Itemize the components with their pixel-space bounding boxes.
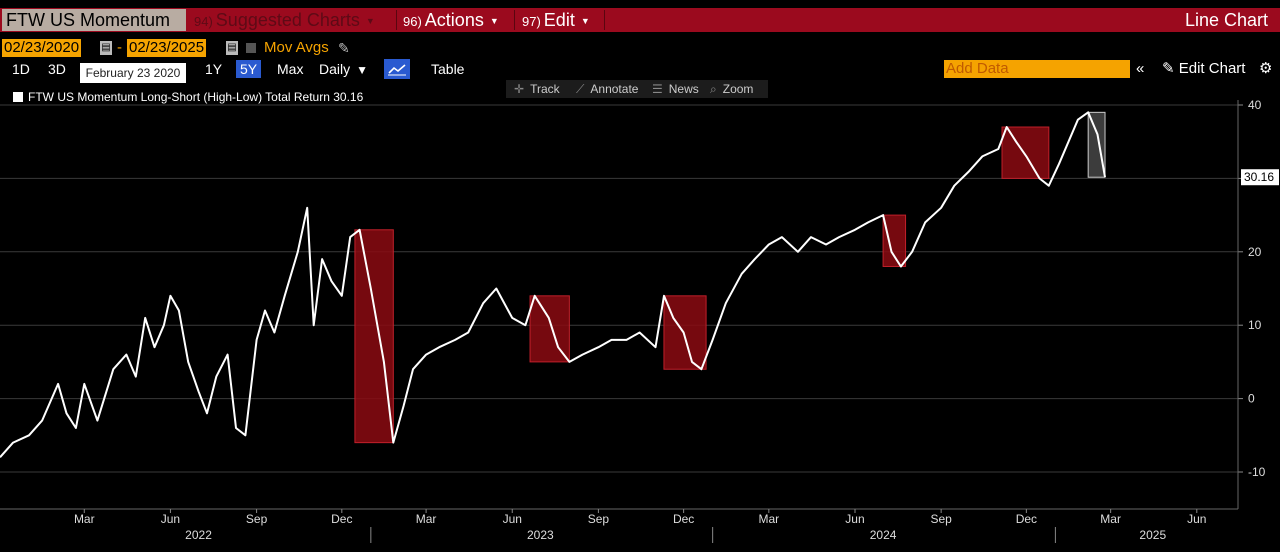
chevron-down-icon: ▼ [489, 16, 499, 26]
collapse-icon[interactable]: « [1136, 60, 1145, 77]
security-title[interactable]: FTW US Momentum [2, 9, 186, 31]
start-date-input[interactable]: 02/23/2020 [2, 39, 82, 57]
legend-swatch [13, 92, 23, 102]
track-tool[interactable]: ✛ Track [514, 80, 560, 98]
news-icon: ☰ [652, 82, 663, 96]
edit-number: 97) [522, 14, 541, 29]
edit-chart-button[interactable]: ✎ Edit Chart [1162, 59, 1245, 79]
period-max-button[interactable]: Max [277, 61, 304, 77]
x-tick-label: Mar [758, 512, 779, 526]
highlight-box [1087, 111, 1106, 178]
series-line [0, 111, 1106, 458]
x-tick-label: Mar [416, 512, 437, 526]
highlight-box [529, 295, 570, 363]
suggested-charts-label: Suggested Charts [215, 10, 360, 30]
highlight-box [1001, 126, 1050, 179]
gear-icon[interactable]: ⚙ [1259, 60, 1273, 77]
date-range-row: 02/23/2020 ▤ - 02/23/2025 ▤ Mov Avgs ✎ [0, 39, 1280, 57]
edit-chart-label: Edit Chart [1178, 60, 1246, 77]
edit-label: Edit [543, 10, 575, 30]
x-tick-label: Jun [503, 512, 522, 526]
year-label: 2025 [1139, 528, 1166, 542]
x-tick-label: Jun [845, 512, 864, 526]
x-tick-label: Mar [74, 512, 95, 526]
highlight-box [354, 229, 394, 444]
highlight-box [663, 295, 707, 370]
mov-avgs-checkbox[interactable] [246, 43, 256, 53]
track-label: Track [530, 82, 560, 96]
calendar-icon[interactable]: ▤ [100, 41, 112, 55]
x-tick-label: Mar [1100, 512, 1121, 526]
pencil-icon: ✎ [1162, 60, 1175, 77]
x-tick-label: Jun [1187, 512, 1206, 526]
chevron-down-icon: ▼ [356, 63, 369, 77]
period-5y-button[interactable]: 5Y [236, 60, 262, 78]
search-icon: ⌕ [710, 82, 717, 96]
frequency-label: Daily [319, 61, 351, 77]
annotate-tool[interactable]: ⟋ Annotate [576, 80, 638, 98]
chevron-down-icon: ▼ [580, 16, 590, 26]
menu-divider [396, 10, 397, 30]
chevron-down-icon: ▼ [365, 16, 375, 26]
menu-divider [604, 10, 605, 30]
y-tick-label: -10 [1248, 465, 1266, 479]
edit-menu[interactable]: 97) Edit ▼ [522, 9, 590, 31]
line-chart[interactable]: -1001020304030.16MarJunSepDecMarJunSepDe… [0, 100, 1280, 552]
x-tick-label: Dec [331, 512, 352, 526]
menu-divider [514, 10, 515, 30]
x-tick-label: Sep [246, 512, 268, 526]
chart-type-label: Line Chart [1184, 10, 1268, 30]
x-tick-label: Sep [930, 512, 952, 526]
add-data-input[interactable]: Add Data [944, 60, 1130, 78]
actions-menu[interactable]: 96) Actions ▼ [403, 9, 499, 31]
news-label: News [668, 82, 699, 96]
x-tick-label: Dec [1016, 512, 1037, 526]
highlight-box [882, 214, 907, 267]
table-button[interactable]: Table [431, 61, 465, 77]
x-tick-label: Dec [673, 512, 694, 526]
y-tick-label: 40 [1248, 100, 1262, 112]
date-separator: - [117, 39, 122, 56]
period-row: 1D 3D 1Y 5Y Max Daily ▼ Table Add Data « … [0, 59, 1280, 79]
pencil-icon[interactable]: ✎ [338, 40, 350, 56]
year-label: 2024 [870, 528, 897, 542]
suggested-charts-menu[interactable]: 94) Suggested Charts ▼ [194, 9, 375, 31]
end-date-input[interactable]: 02/23/2025 [127, 39, 207, 57]
news-tool[interactable]: ☰ News [652, 80, 699, 98]
frequency-select[interactable]: Daily ▼ [319, 60, 368, 78]
calendar-icon[interactable]: ▤ [226, 41, 238, 55]
mov-avgs-label[interactable]: Mov Avgs [264, 39, 329, 56]
period-1d-button[interactable]: 1D [12, 61, 30, 77]
year-label: 2022 [185, 528, 212, 542]
actions-number: 96) [403, 14, 422, 29]
suggested-charts-number: 94) [194, 14, 213, 29]
actions-label: Actions [424, 10, 484, 30]
period-1y-button[interactable]: 1Y [205, 61, 223, 77]
x-tick-label: Jun [161, 512, 180, 526]
line-chart-icon[interactable] [384, 59, 410, 79]
chart-toolbar: ✛ Track ⟋ Annotate ☰ News ⌕ Zoom [506, 80, 768, 98]
zoom-label: Zoom [722, 82, 754, 96]
zoom-tool[interactable]: ⌕ Zoom [710, 80, 753, 98]
last-value-label: 30.16 [1244, 170, 1274, 184]
date-tooltip: February 23 2020 [80, 63, 186, 83]
y-tick-label: 10 [1248, 318, 1262, 332]
y-tick-label: 0 [1248, 392, 1255, 406]
period-3d-button[interactable]: 3D [48, 61, 66, 77]
annotate-label: Annotate [590, 82, 639, 96]
legend: FTW US Momentum Long-Short (High-Low) To… [13, 90, 363, 104]
crosshair-icon: ✛ [514, 82, 525, 96]
line-chart-glyph [388, 64, 406, 76]
legend-label: FTW US Momentum Long-Short (High-Low) To… [28, 90, 364, 104]
annotate-icon: ⟋ [576, 82, 585, 96]
menu-bar: FTW US Momentum 94) Suggested Charts ▼ 96)… [0, 8, 1280, 32]
y-tick-label: 20 [1248, 245, 1262, 259]
year-label: 2023 [527, 528, 554, 542]
last-value-box [1241, 169, 1279, 186]
x-tick-label: Sep [588, 512, 610, 526]
